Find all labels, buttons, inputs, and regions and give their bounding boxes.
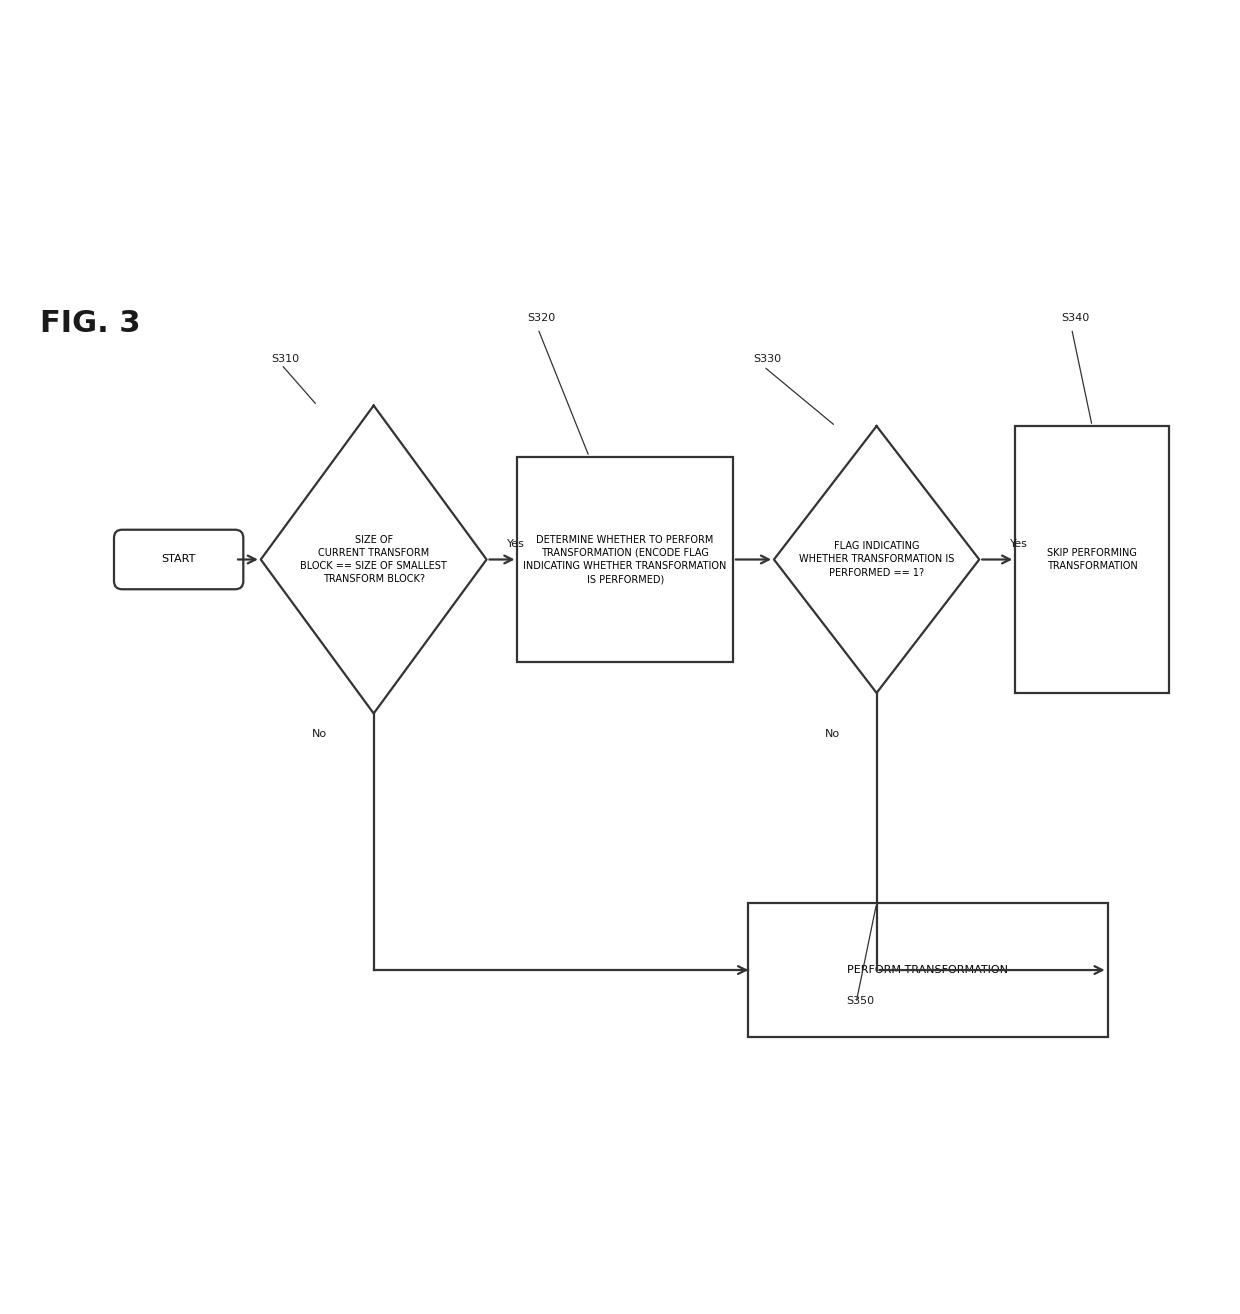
Polygon shape (260, 406, 486, 714)
Text: S340: S340 (1061, 314, 1090, 323)
Text: FIG. 3: FIG. 3 (40, 309, 140, 338)
FancyBboxPatch shape (114, 530, 243, 589)
FancyBboxPatch shape (1016, 426, 1169, 692)
FancyBboxPatch shape (517, 457, 733, 662)
Text: Yes: Yes (507, 539, 525, 549)
Text: No: No (312, 729, 327, 738)
Text: PERFORM TRANSFORMATION: PERFORM TRANSFORMATION (847, 964, 1008, 975)
Text: No: No (826, 729, 841, 738)
Text: S350: S350 (846, 996, 874, 1007)
Text: SIZE OF
CURRENT TRANSFORM
BLOCK == SIZE OF SMALLEST
TRANSFORM BLOCK?: SIZE OF CURRENT TRANSFORM BLOCK == SIZE … (300, 535, 448, 585)
Text: DETERMINE WHETHER TO PERFORM
TRANSFORMATION (ENCODE FLAG
INDICATING WHETHER TRAN: DETERMINE WHETHER TO PERFORM TRANSFORMAT… (523, 535, 727, 585)
Polygon shape (774, 426, 980, 692)
Text: S320: S320 (528, 314, 556, 323)
Text: S330: S330 (754, 355, 781, 364)
Text: S310: S310 (272, 355, 299, 364)
FancyBboxPatch shape (748, 903, 1107, 1037)
Text: FLAG INDICATING
WHETHER TRANSFORMATION IS
PERFORMED == 1?: FLAG INDICATING WHETHER TRANSFORMATION I… (799, 541, 955, 578)
Text: START: START (161, 555, 196, 565)
Text: Yes: Yes (1011, 539, 1028, 549)
Text: SKIP PERFORMING
TRANSFORMATION: SKIP PERFORMING TRANSFORMATION (1047, 548, 1137, 572)
